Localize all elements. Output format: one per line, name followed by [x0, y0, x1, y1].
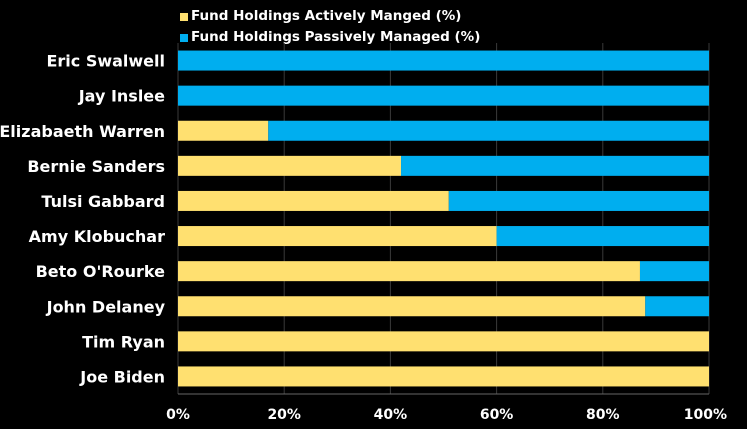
category-label: Beto O'Rourke	[36, 262, 166, 281]
category-label: Tulsi Gabbard	[41, 192, 165, 211]
bar-passive	[268, 120, 709, 141]
category-label: John Delaney	[46, 297, 166, 316]
x-tick-label: 60%	[480, 407, 514, 423]
bar-active	[178, 190, 449, 211]
bar-passive	[645, 296, 709, 317]
category-label: Eric Swalwell	[46, 52, 165, 71]
bar-passive	[178, 50, 709, 71]
bar-active	[178, 261, 640, 282]
x-tick-label: 20%	[267, 407, 301, 423]
bar-active	[178, 296, 646, 317]
category-label: Bernie Sanders	[27, 157, 165, 176]
legend-swatch-passive	[180, 33, 188, 42]
bar-passive	[639, 261, 709, 282]
legend-swatch-active	[180, 12, 188, 21]
bar-passive	[401, 155, 709, 176]
legend: Fund Holdings Actively Manged (%) Fund H…	[180, 6, 480, 48]
legend-item-active: Fund Holdings Actively Manged (%)	[180, 6, 480, 27]
bar-active	[178, 366, 709, 387]
x-tick-label: 40%	[374, 407, 408, 423]
category-label: Amy Klobuchar	[29, 227, 165, 246]
x-tick-label: 100%	[684, 407, 727, 423]
category-label: Jay Inslee	[78, 87, 165, 106]
bar-passive	[448, 190, 709, 211]
bar-passive	[496, 226, 709, 247]
bar-passive	[178, 85, 709, 106]
legend-label-active: Fund Holdings Actively Manged (%)	[191, 8, 462, 24]
x-tick-label: 0%	[166, 407, 190, 423]
legend-item-passive: Fund Holdings Passively Managed (%)	[180, 27, 480, 48]
category-label: Joe Biden	[79, 367, 165, 386]
bar-active	[178, 331, 709, 352]
bar-active	[178, 120, 269, 141]
bar-active	[178, 226, 497, 247]
bar-active	[178, 155, 402, 176]
category-label: Tim Ryan	[82, 332, 165, 351]
x-tick-label: 80%	[586, 407, 620, 423]
legend-label-passive: Fund Holdings Passively Managed (%)	[191, 29, 481, 45]
category-label: Elizabaeth Warren	[0, 122, 165, 141]
